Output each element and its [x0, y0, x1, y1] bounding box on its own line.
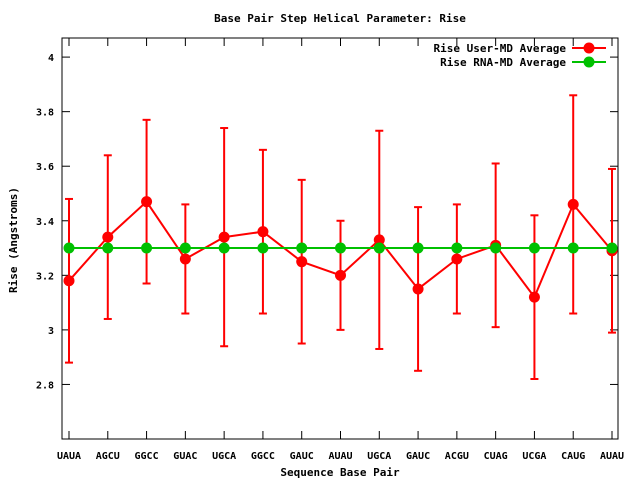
x-tick-label: GAUC	[406, 451, 430, 462]
x-tick-label: UAUA	[57, 451, 81, 462]
x-tick-label: AUAU	[600, 451, 624, 462]
data-point-user-md	[179, 253, 191, 265]
data-point-user-md	[257, 226, 269, 238]
y-tick-label: 3.2	[36, 271, 54, 282]
x-tick-label: AGCU	[96, 451, 120, 462]
data-point-rna-md	[218, 242, 230, 254]
data-point-rna-md	[528, 242, 540, 254]
data-point-user-md	[296, 256, 308, 268]
axes: 2.8 3 3.2 3.4 3.6 3.8 4 UAUA AGCU GGCC GUAC UGCA GGC…	[36, 38, 624, 462]
data-point-user-md	[335, 269, 346, 281]
data-point-user-md	[451, 253, 463, 265]
x-tick-label: UCGA	[522, 451, 546, 462]
y-axis-label: Rise (Angstroms)	[7, 187, 20, 293]
data-point-rna-md	[490, 242, 502, 254]
data-point-rna-md	[179, 242, 191, 254]
y-tick-label: 2.8	[36, 380, 54, 391]
chart-title: Base Pair Step Helical Parameter: Rise	[214, 12, 466, 25]
legend-entry-rna-md-marker	[583, 56, 595, 68]
x-tick-label: AUAU	[328, 451, 352, 462]
data-point-rna-md	[102, 242, 114, 254]
y-tick-label: 3.6	[36, 162, 54, 173]
data-point-user-md	[528, 291, 540, 303]
data-point-user-md	[63, 275, 75, 287]
legend-entry-rna-md-label: Rise RNA-MD Average	[440, 56, 566, 69]
legend-entry-user-md-marker	[583, 42, 595, 54]
data-point-rna-md	[606, 242, 618, 254]
data-point-rna-md	[63, 242, 75, 254]
x-tick-label: UGCA	[367, 451, 391, 462]
data-point-rna-md	[257, 242, 269, 254]
chart-marks	[63, 94, 618, 380]
y-tick-label: 3.8	[36, 108, 54, 119]
x-tick-label: CUAG	[484, 451, 508, 462]
x-tick-label: GGCC	[135, 451, 159, 462]
data-point-user-md	[102, 231, 114, 243]
data-point-user-md	[218, 231, 230, 243]
x-tick-label: GAUC	[290, 451, 314, 462]
data-point-rna-md	[296, 242, 308, 254]
data-point-user-md	[412, 283, 424, 295]
x-tick-label: CAUG	[561, 451, 585, 462]
data-point-rna-md	[335, 242, 346, 254]
data-point-rna-md	[373, 242, 385, 254]
data-point-rna-md	[412, 242, 424, 254]
x-axis-label: Sequence Base Pair	[280, 466, 400, 479]
x-tick-label: GGCC	[251, 451, 275, 462]
data-point-user-md	[373, 234, 385, 246]
data-point-rna-md	[141, 242, 153, 254]
y-tick-label: 3	[48, 326, 54, 337]
legend-entry-user-md-label: Rise User-MD Average	[434, 42, 567, 55]
data-point-user-md	[567, 198, 579, 210]
data-point-rna-md	[451, 242, 463, 254]
x-tick-label: UGCA	[212, 451, 236, 462]
data-point-user-md	[141, 196, 153, 208]
x-tick-label: ACGU	[445, 451, 469, 462]
x-tick-label: GUAC	[173, 451, 197, 462]
data-point-rna-md	[567, 242, 579, 254]
y-tick-label: 3.4	[36, 217, 54, 228]
y-tick-label: 4	[48, 53, 54, 64]
